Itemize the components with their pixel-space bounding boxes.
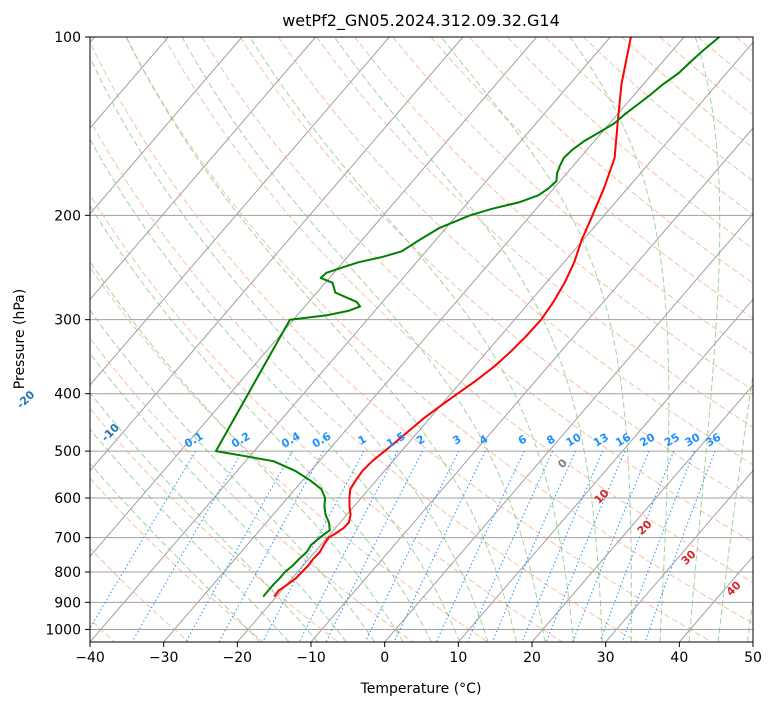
mixing-ratio-line	[298, 450, 399, 642]
y-tick-label: 200	[54, 208, 81, 224]
x-tick-label: 30	[597, 650, 615, 666]
mixing-ratio-line	[621, 450, 695, 642]
x-tick-label: −10	[296, 650, 326, 666]
moist-adiabat-line	[334, 37, 603, 642]
moist-adiabat-line	[90, 392, 319, 642]
y-tick-label: 100	[54, 30, 81, 46]
isotherm-line	[90, 37, 611, 642]
mixing-ratio-line	[262, 450, 365, 642]
y-tick-label: 1000	[45, 622, 81, 638]
plot-frame	[89, 36, 754, 643]
moist-adiabat-line	[249, 37, 575, 642]
dry-adiabat-line	[90, 337, 414, 642]
moist-adiabat-line	[569, 37, 670, 642]
dry-adiabat-line	[90, 119, 638, 642]
moist-adiabat-line	[90, 138, 461, 642]
mixing-ratio-line	[572, 450, 650, 642]
x-tick-label: 10	[449, 650, 467, 666]
moist-adiabat-line	[126, 37, 517, 642]
mixing-ratio-line	[393, 450, 486, 642]
mixing-ratio-line	[545, 450, 626, 642]
isotherm-line	[90, 37, 243, 215]
dry-adiabat-line	[90, 477, 264, 642]
mixing-ratio-line	[218, 450, 324, 642]
plot-area	[90, 37, 753, 642]
dry-adiabat-line	[125, 37, 753, 624]
x-tick-label: −20	[223, 650, 253, 666]
dry-adiabat-line	[507, 37, 753, 250]
moist-adiabat-line	[90, 56, 489, 642]
mixing-ratio-line	[364, 450, 460, 642]
x-tick-label: 0	[380, 650, 389, 666]
dry-adiabat-line	[90, 40, 712, 642]
isotherm-line	[90, 37, 390, 386]
isotherm-line	[90, 37, 464, 472]
dry-adiabat-line	[545, 37, 753, 216]
isotherm-line	[90, 37, 317, 301]
dry-adiabat-line	[90, 407, 339, 642]
dry-adiabat-line	[354, 37, 753, 391]
isotherm-line	[236, 41, 753, 642]
moist-adiabat-line	[90, 352, 347, 642]
isotherm-line	[310, 127, 753, 642]
y-axis-label: Pressure (hPa)	[12, 289, 28, 389]
mixing-ratio-line	[644, 450, 716, 642]
x-tick-label: −40	[75, 650, 105, 666]
mixing-ratio-line	[599, 450, 675, 642]
moist-adiabat-line	[90, 260, 404, 642]
moist-adiabat-line	[717, 370, 753, 642]
mixing-ratio-line	[325, 450, 423, 642]
isotherm-line	[90, 37, 538, 558]
y-tick-label: 800	[54, 565, 81, 581]
x-axis-label: Temperature (°C)	[360, 681, 482, 697]
y-tick-label: 500	[54, 444, 81, 460]
dry-adiabat-line	[621, 37, 753, 149]
moist-adiabat-line	[90, 204, 432, 642]
dewpoint-profile-line	[214, 37, 720, 598]
y-tick-label: 700	[54, 531, 81, 547]
moist-adiabat-line	[440, 37, 632, 642]
dry-adiabat-line	[392, 37, 753, 355]
isotherm-line	[457, 298, 753, 642]
dry-adiabat-line	[316, 37, 753, 428]
isotherm-line	[605, 469, 753, 642]
isotherm-line	[163, 37, 685, 642]
temperature-profile-line	[273, 37, 632, 598]
dry-adiabat-line	[201, 37, 753, 543]
y-tick-label: 300	[54, 313, 81, 329]
moist-adiabat-line	[90, 428, 290, 642]
y-tick-label: 900	[54, 595, 81, 611]
y-tick-label: 600	[54, 491, 81, 507]
isotherm-line	[384, 212, 753, 642]
x-tick-label: 20	[523, 650, 541, 666]
dry-adiabat-line	[163, 37, 753, 583]
y-tick-label: 400	[54, 387, 81, 403]
x-tick-label: −30	[149, 650, 179, 666]
chart-title: wetPf2_GN05.2024.312.09.32.G14	[282, 11, 560, 31]
x-tick-label: 50	[744, 650, 762, 666]
dry-adiabat-line	[430, 37, 753, 319]
dry-adiabat-line	[277, 37, 753, 466]
isotherm-line	[531, 384, 753, 642]
moist-adiabat-line	[688, 37, 721, 642]
mixing-ratio-line	[185, 450, 293, 642]
mixing-ratio-line	[435, 450, 525, 642]
moist-adiabat-line	[90, 462, 261, 642]
x-tick-label: 40	[670, 650, 688, 666]
